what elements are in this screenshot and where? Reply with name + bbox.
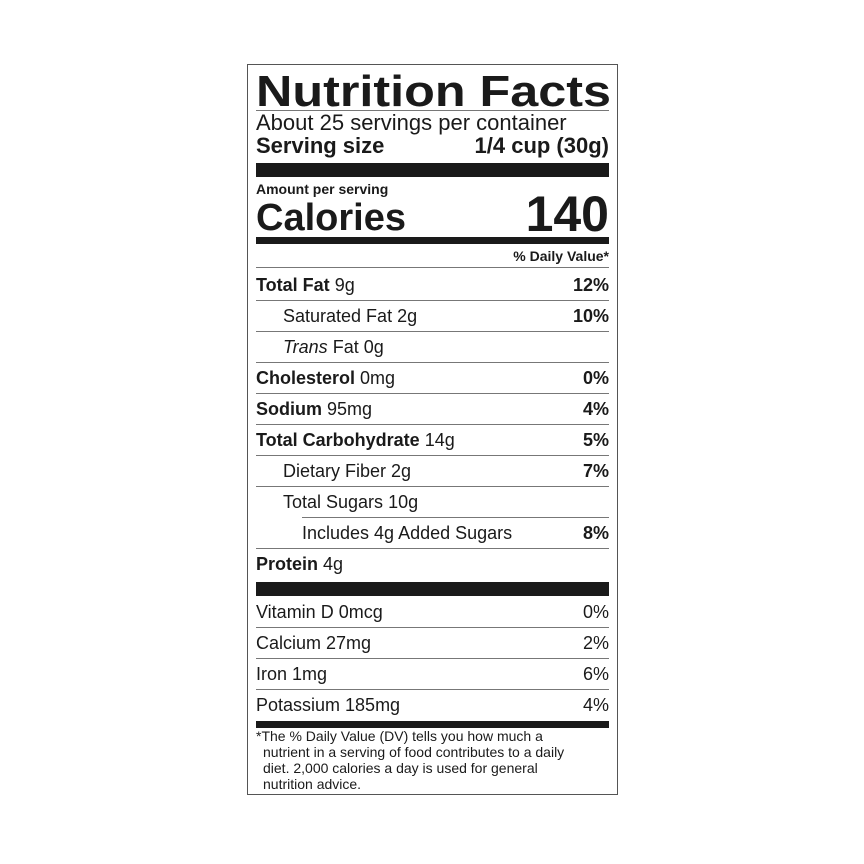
nutrient-name: Protein 4g bbox=[256, 554, 343, 575]
divider bbox=[256, 362, 609, 363]
nutrient-name-text: Saturated Fat bbox=[283, 306, 393, 326]
vitamin-row: Potassium 185mg 4% bbox=[256, 690, 609, 721]
medium-bar bbox=[256, 721, 609, 728]
nutrient-amount: 2g bbox=[397, 306, 418, 326]
divider bbox=[256, 331, 609, 332]
nutrient-name: Saturated Fat 2g bbox=[256, 306, 417, 327]
nutrient-row: Cholesterol 0mg 0% bbox=[256, 363, 609, 394]
nutrition-facts-label: Nutrition Facts About 25 servings per co… bbox=[247, 64, 618, 795]
servings-per-container: About 25 servings per container bbox=[256, 110, 567, 135]
vitamin-row: Iron 1mg 6% bbox=[256, 659, 609, 690]
calories-value: 140 bbox=[525, 186, 609, 242]
nutrient-row: Trans Fat 0g bbox=[256, 332, 609, 363]
footnote: *The % Daily Value (DV) tells you how mu… bbox=[256, 728, 609, 792]
divider bbox=[256, 110, 609, 111]
footnote-line: *The % Daily Value (DV) tells you how mu… bbox=[256, 728, 543, 744]
serving-size-value: 1/4 cup (30g) bbox=[474, 133, 609, 158]
title-text: Nutrition Facts bbox=[256, 71, 611, 111]
vitamin-name: Calcium 27mg bbox=[256, 633, 372, 653]
nutrient-name-suffix: Fat bbox=[332, 337, 359, 357]
nutrient-amount: 14g bbox=[424, 430, 455, 450]
nutrient-row: Dietary Fiber 2g 7% bbox=[256, 456, 609, 487]
divider bbox=[256, 267, 609, 268]
divider bbox=[256, 455, 609, 456]
footnote-line: diet. 2,000 calories a day is used for g… bbox=[263, 760, 538, 776]
nutrient-daily-value: 10% bbox=[572, 306, 609, 326]
nutrient-amount: 9g bbox=[334, 275, 355, 295]
vitamin-daily-value: 0% bbox=[582, 602, 609, 622]
nutrient-row: Includes 4g Added Sugars 8% bbox=[256, 518, 609, 549]
nutrient-daily-value: 12% bbox=[572, 275, 609, 295]
nutrient-amount: 0g bbox=[363, 337, 384, 357]
vitamin-name: Vitamin D 0mcg bbox=[256, 602, 383, 622]
nutrient-daily-value: 5% bbox=[582, 430, 609, 450]
vitamin-daily-value: 6% bbox=[582, 664, 609, 684]
divider bbox=[302, 517, 609, 518]
nutrient-name-text: Total Fat bbox=[256, 275, 330, 295]
nutrient-name-text: Sodium bbox=[256, 399, 322, 419]
nutrient-amount: 10g bbox=[388, 492, 419, 512]
nutrient-daily-value: 7% bbox=[582, 461, 609, 481]
nutrient-daily-value: 4% bbox=[582, 399, 609, 419]
vitamin-daily-value: 4% bbox=[582, 695, 609, 715]
serving-size-label: Serving size bbox=[256, 133, 385, 158]
divider bbox=[256, 689, 609, 690]
calories-label: Calories bbox=[256, 197, 406, 239]
divider bbox=[256, 627, 609, 628]
nutrient-amount: 2g bbox=[391, 461, 412, 481]
thick-bar bbox=[256, 163, 609, 177]
divider bbox=[256, 658, 609, 659]
nutrient-row: Total Carbohydrate 14g 5% bbox=[256, 425, 609, 456]
nutrient-name: Total Sugars 10g bbox=[256, 492, 418, 513]
vitamin-daily-value: 2% bbox=[582, 633, 609, 653]
footnote-line: nutrition advice. bbox=[263, 776, 362, 792]
nutrient-name-text: Total Carbohydrate bbox=[256, 430, 420, 450]
divider bbox=[256, 548, 609, 549]
daily-value-header: % Daily Value* bbox=[513, 248, 609, 264]
nutrient-name: Dietary Fiber 2g bbox=[256, 461, 411, 482]
nutrient-amount: 0mg bbox=[360, 368, 396, 388]
divider bbox=[256, 300, 609, 301]
nutrient-row: Protein 4g bbox=[256, 549, 609, 580]
nutrient-name-text: Cholesterol bbox=[256, 368, 356, 388]
nutrient-name-italic: Trans bbox=[283, 337, 328, 357]
nutrient-name-text: Protein bbox=[256, 554, 319, 574]
vitamin-name: Potassium 185mg bbox=[256, 695, 401, 715]
nutrient-name: Total Fat 9g bbox=[256, 275, 355, 296]
nutrient-row: Sodium 95mg 4% bbox=[256, 394, 609, 425]
nutrient-daily-value: 8% bbox=[582, 523, 609, 543]
nutrient-amount: 4g bbox=[323, 554, 344, 574]
nutrient-name-text: Dietary Fiber bbox=[283, 461, 387, 481]
footnote-line: nutrient in a serving of food contribute… bbox=[263, 744, 565, 760]
thick-bar bbox=[256, 582, 609, 596]
medium-bar bbox=[256, 237, 609, 244]
nutrient-name: Cholesterol 0mg bbox=[256, 368, 395, 389]
nutrient-daily-value: 0% bbox=[582, 368, 609, 388]
vitamin-row: Vitamin D 0mcg 0% bbox=[256, 597, 609, 628]
nutrient-name: Includes 4g Added Sugars bbox=[256, 523, 512, 544]
nutrient-name-text: Includes 4g Added Sugars bbox=[302, 523, 513, 543]
nutrient-row: Total Sugars 10g bbox=[256, 487, 609, 518]
nutrient-amount: 95mg bbox=[327, 399, 373, 419]
amount-per-serving: Amount per serving bbox=[256, 181, 389, 197]
calories-row: Calories 140 bbox=[256, 189, 609, 239]
label-title: Nutrition Facts bbox=[256, 71, 611, 111]
nutrient-name: Trans Fat 0g bbox=[256, 337, 384, 358]
nutrient-row: Total Fat 9g 12% bbox=[256, 270, 609, 301]
nutrient-name: Sodium 95mg bbox=[256, 399, 372, 420]
vitamin-name: Iron 1mg bbox=[256, 664, 328, 684]
nutrient-row: Saturated Fat 2g 10% bbox=[256, 301, 609, 332]
nutrient-name: Total Carbohydrate 14g bbox=[256, 430, 455, 451]
serving-size: Serving size 1/4 cup (30g) bbox=[256, 134, 609, 158]
divider bbox=[256, 393, 609, 394]
vitamin-row: Calcium 27mg 2% bbox=[256, 628, 609, 659]
divider bbox=[256, 486, 609, 487]
divider bbox=[256, 424, 609, 425]
nutrient-name-text: Total Sugars bbox=[283, 492, 384, 512]
